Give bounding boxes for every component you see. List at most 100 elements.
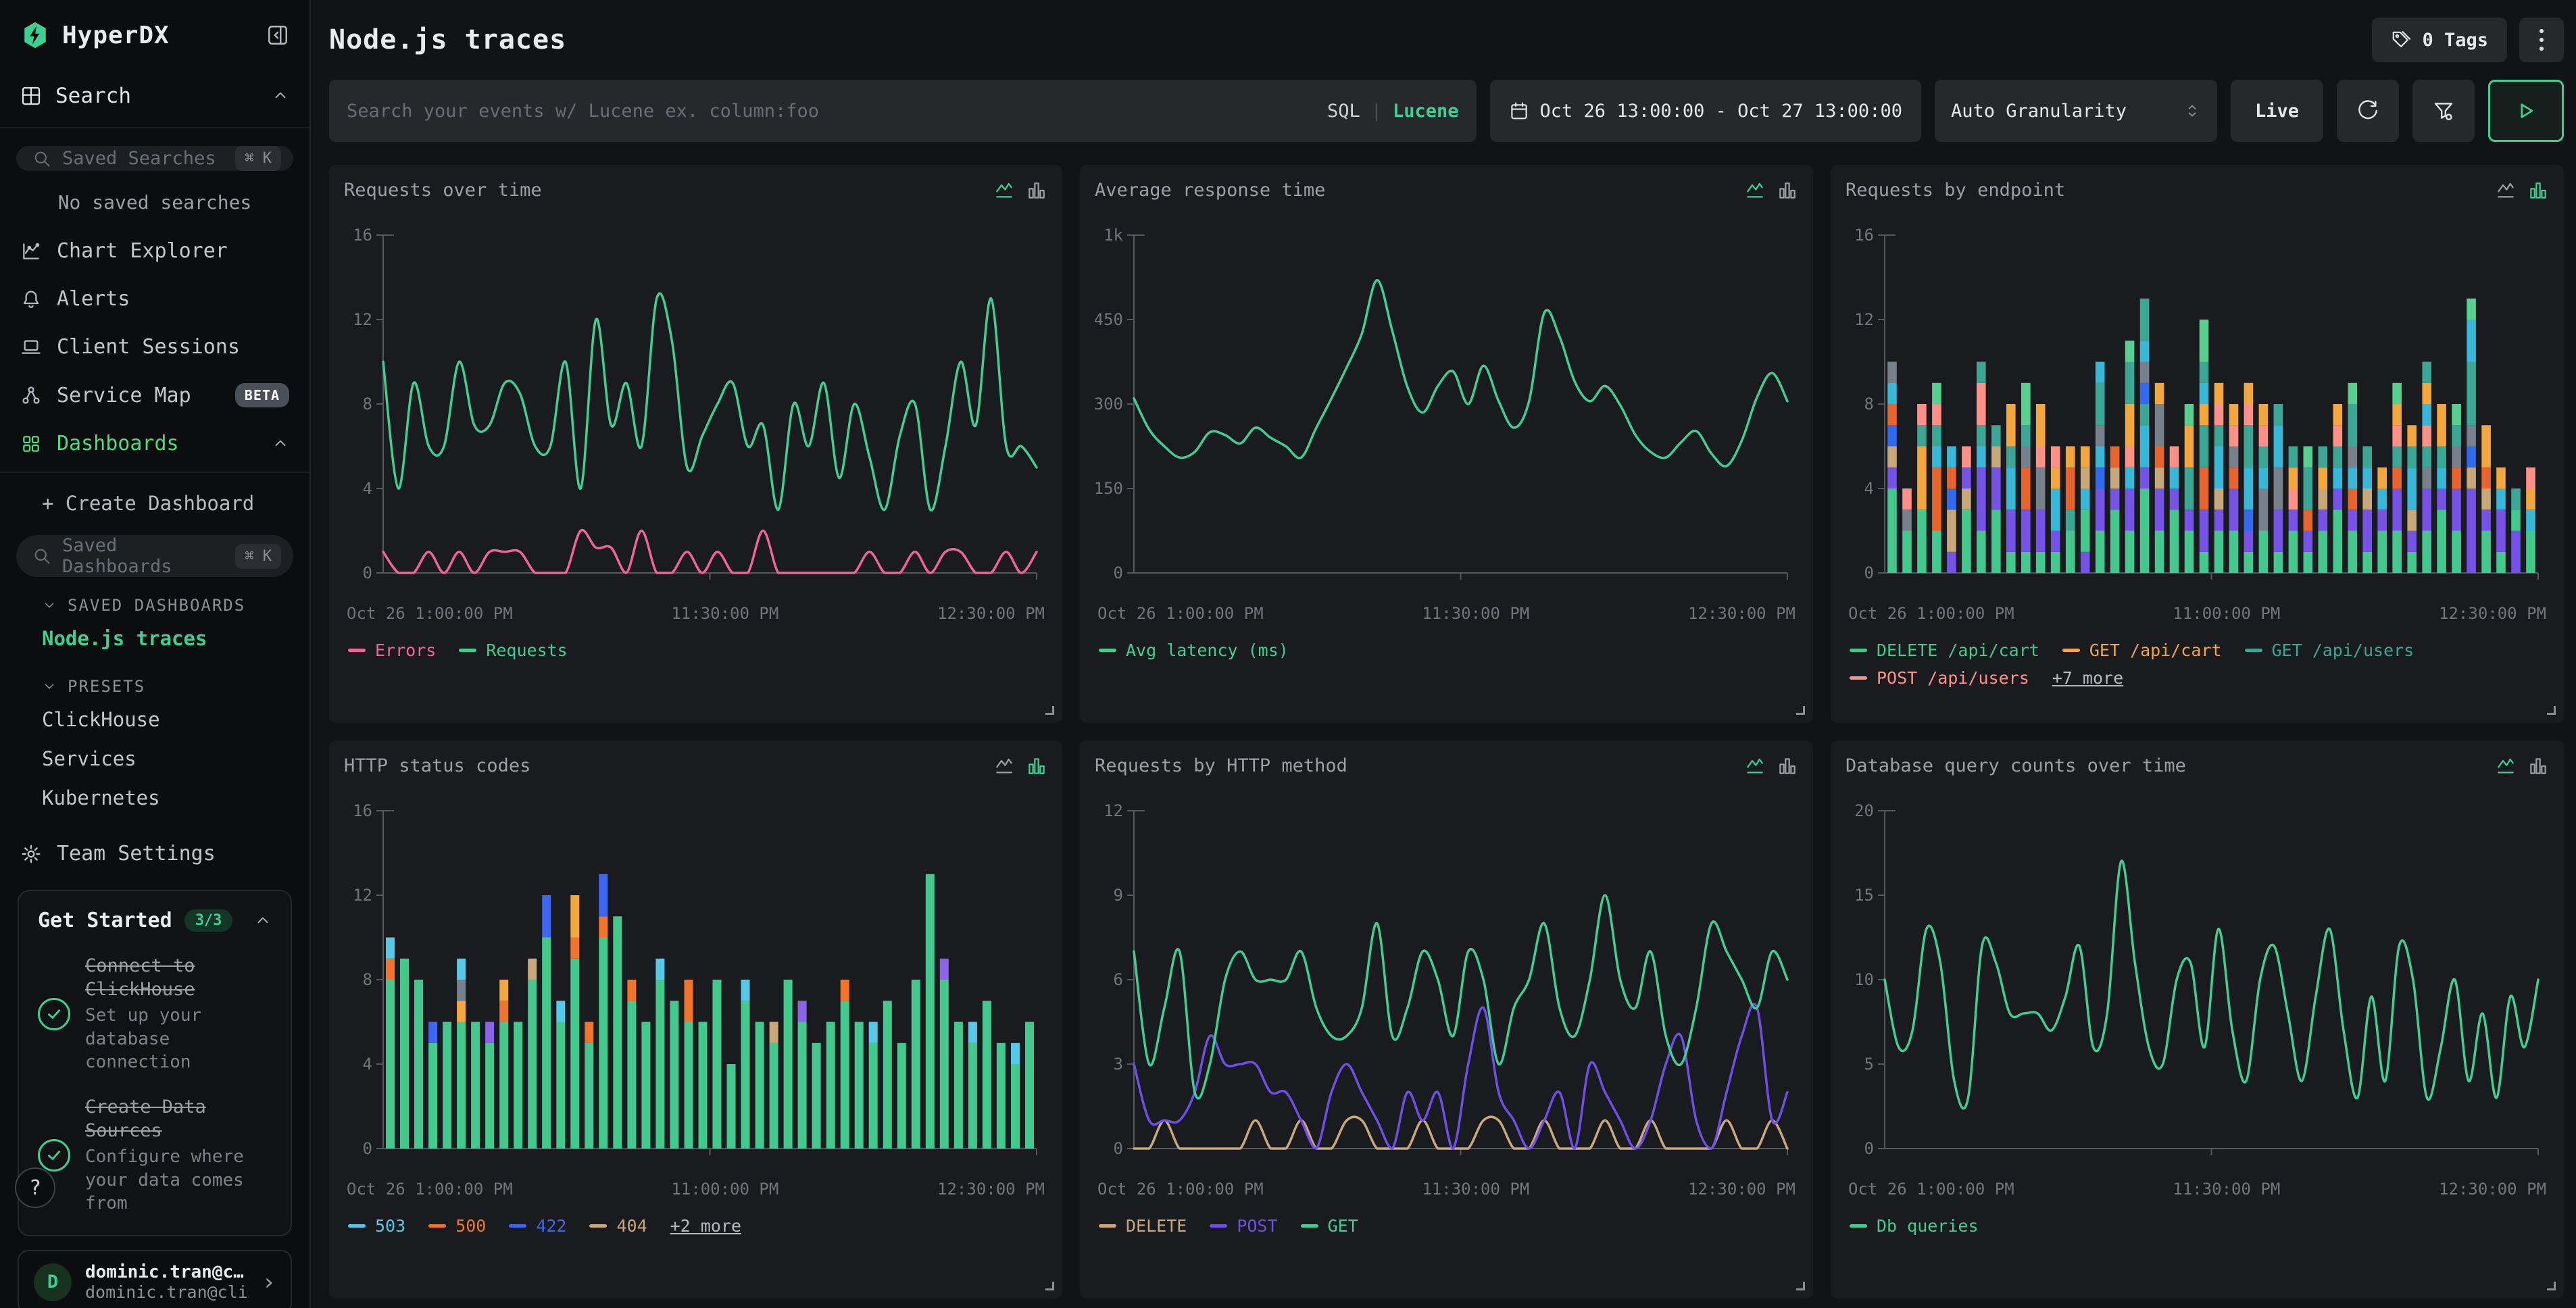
bar-chart-toggle-icon[interactable]: [2527, 755, 2549, 777]
get-started-step-datasources[interactable]: Create Data Sources Configure where your…: [38, 1095, 272, 1215]
legend-more-link[interactable]: +7 more: [2052, 668, 2123, 688]
event-search-input[interactable]: Search your events w/ Lucene ex. column:…: [329, 80, 1477, 142]
search-placeholder: Search your events w/ Lucene ex. column:…: [347, 101, 1315, 122]
legend-item[interactable]: 404: [589, 1216, 647, 1236]
bar-chart-toggle-icon[interactable]: [1026, 755, 1047, 777]
chart-plot: 1612840: [1846, 224, 2549, 603]
svg-text:16: 16: [353, 226, 372, 245]
legend-swatch: [428, 1224, 446, 1228]
legend-item[interactable]: POST /api/users: [1850, 668, 2029, 688]
date-range-picker[interactable]: Oct 26 13:00:00 - Oct 27 13:00:00: [1490, 80, 1921, 142]
line-chart-toggle-icon[interactable]: [2495, 755, 2517, 777]
svg-text:20: 20: [1854, 801, 1874, 820]
x-axis-label-end: 12:30:00 PM: [1688, 1180, 1795, 1199]
x-axis-label-mid: 11:30:00 PM: [2173, 1180, 2280, 1199]
chevron-up-icon[interactable]: [272, 87, 289, 105]
calendar-icon: [1509, 101, 1529, 121]
svg-text:0: 0: [1864, 563, 1874, 582]
panel-resize-handle[interactable]: [1045, 706, 1054, 715]
panel-resize-handle[interactable]: [1796, 706, 1805, 715]
sidebar-item-client-sessions[interactable]: Client Sessions: [0, 323, 309, 371]
panel-resize-handle[interactable]: [2547, 1282, 2556, 1290]
get-started-step-connect[interactable]: Connect to ClickHouse Set up your databa…: [38, 954, 272, 1074]
sql-mode-toggle[interactable]: SQL: [1327, 101, 1360, 122]
panel-title: Requests by HTTP method: [1095, 755, 1744, 776]
bar-chart-toggle-icon[interactable]: [1777, 180, 1798, 201]
help-button[interactable]: ?: [15, 1167, 55, 1208]
sidebar-item-service-map[interactable]: Service Map BETA: [0, 371, 309, 420]
line-chart-toggle-icon[interactable]: [1744, 180, 1766, 201]
refresh-button[interactable]: [2337, 80, 2399, 142]
tags-button[interactable]: 0 Tags: [2372, 18, 2507, 62]
sidebar-item-dashboards[interactable]: Dashboards: [0, 420, 309, 468]
chart-panel: Requests over time 1612840 Oct 26 1:00:0…: [329, 165, 1062, 723]
legend-item[interactable]: GET /api/cart: [2062, 640, 2222, 660]
legend-item[interactable]: 503: [348, 1216, 405, 1236]
svg-text:5: 5: [1864, 1055, 1874, 1074]
legend-item[interactable]: DELETE: [1099, 1216, 1187, 1236]
line-chart-toggle-icon[interactable]: [1744, 755, 1766, 777]
panel-resize-handle[interactable]: [1045, 1282, 1054, 1290]
svg-text:12: 12: [1854, 310, 1874, 329]
sidebar-item-chart-explorer[interactable]: Chart Explorer: [0, 227, 309, 275]
sidebar-collapse-icon[interactable]: [266, 24, 289, 47]
bar-chart-toggle-icon[interactable]: [1777, 755, 1798, 777]
lucene-mode-toggle[interactable]: Lucene: [1393, 101, 1459, 122]
saved-dashboards-input[interactable]: Saved Dashboards ⌘ K: [16, 535, 293, 577]
legend-item[interactable]: GET /api/users: [2245, 640, 2414, 660]
legend-item[interactable]: 422: [509, 1216, 566, 1236]
legend-item[interactable]: 500: [428, 1216, 486, 1236]
sidebar-item-search[interactable]: Search: [0, 65, 309, 128]
saved-dashboards-group[interactable]: SAVED DASHBOARDS: [0, 577, 309, 619]
chart-panel: Requests by HTTP method 129630 Oct 26 1:…: [1080, 740, 1813, 1299]
sidebar-item-alerts[interactable]: Alerts: [0, 275, 309, 323]
run-query-button[interactable]: [2488, 80, 2564, 142]
sidebar-preset-services[interactable]: Services: [0, 739, 309, 778]
panel-menu-button[interactable]: [2519, 18, 2564, 62]
panel-resize-handle[interactable]: [1796, 1282, 1805, 1290]
chevron-up-icon[interactable]: [254, 912, 272, 930]
legend-more-link[interactable]: +2 more: [670, 1216, 741, 1236]
granularity-select[interactable]: Auto Granularity: [1935, 80, 2217, 142]
create-dashboard-button[interactable]: + Create Dashboard: [0, 473, 309, 518]
x-axis-label-mid: 11:00:00 PM: [2173, 604, 2280, 623]
bar-chart-toggle-icon[interactable]: [1026, 180, 1047, 201]
user-account-button[interactable]: D dominic.tran@c… dominic.tran@cli… ›: [18, 1250, 292, 1308]
legend-item[interactable]: GET: [1301, 1216, 1358, 1236]
saved-searches-input[interactable]: Saved Searches ⌘ K: [16, 146, 293, 171]
svg-text:15: 15: [1854, 886, 1874, 905]
x-axis-label-start: Oct 26 1:00:00 PM: [1097, 604, 1264, 623]
legend-item[interactable]: Db queries: [1850, 1216, 1979, 1236]
legend-item[interactable]: Errors: [348, 640, 436, 660]
x-axis-label-mid: 11:30:00 PM: [1422, 604, 1529, 623]
chevron-up-icon[interactable]: [272, 435, 289, 453]
bar-chart-toggle-icon[interactable]: [2527, 180, 2549, 201]
chart-legend: Avg latency (ms): [1095, 640, 1798, 660]
line-chart-toggle-icon[interactable]: [993, 180, 1015, 201]
sidebar-dashboard-nodejs-traces[interactable]: Node.js traces: [0, 619, 309, 658]
sidebar-preset-kubernetes[interactable]: Kubernetes: [0, 778, 309, 818]
x-axis-label-start: Oct 26 1:00:00 PM: [1097, 1180, 1264, 1199]
svg-text:16: 16: [353, 801, 372, 820]
line-chart-toggle-icon[interactable]: [993, 755, 1015, 777]
chevron-up-down-icon: [2183, 102, 2201, 120]
sidebar-item-team-settings[interactable]: Team Settings: [0, 818, 309, 890]
chart-plot: 20151050: [1846, 800, 2549, 1178]
line-chart-toggle-icon[interactable]: [2495, 180, 2517, 201]
app-title: HyperDX: [62, 22, 254, 49]
legend-item[interactable]: DELETE /api/cart: [1850, 640, 2039, 660]
legend-item[interactable]: Requests: [459, 640, 567, 660]
x-axis-label-mid: 11:30:00 PM: [671, 604, 778, 623]
svg-text:12: 12: [353, 886, 372, 905]
panel-resize-handle[interactable]: [2547, 706, 2556, 715]
chart-panel: Database query counts over time 20151050…: [1831, 740, 2564, 1299]
panel-title: Requests over time: [344, 180, 993, 201]
sidebar-preset-clickhouse[interactable]: ClickHouse: [0, 700, 309, 739]
filter-button[interactable]: [2412, 80, 2475, 142]
presets-group[interactable]: PRESETS: [0, 658, 309, 700]
legend-item[interactable]: POST: [1210, 1216, 1277, 1236]
live-button[interactable]: Live: [2231, 80, 2323, 142]
legend-swatch: [2245, 649, 2262, 652]
legend-item[interactable]: Avg latency (ms): [1099, 640, 1289, 660]
svg-text:4: 4: [363, 1055, 372, 1074]
